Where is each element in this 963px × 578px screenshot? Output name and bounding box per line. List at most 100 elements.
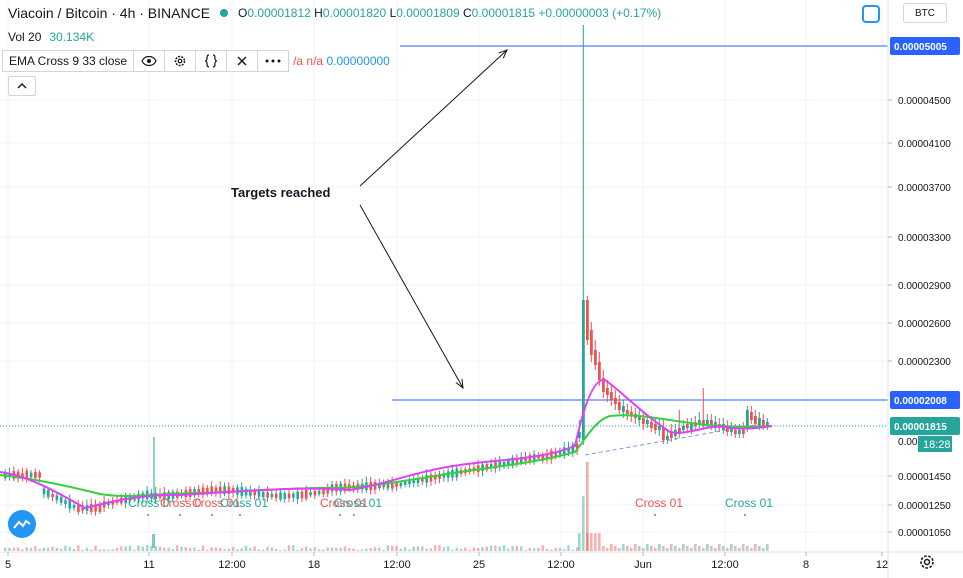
volume-bar bbox=[618, 548, 621, 551]
candles bbox=[4, 25, 769, 516]
y-tick-label: 0.00002600 bbox=[898, 319, 951, 330]
volume-bar bbox=[578, 533, 581, 551]
candle-body bbox=[558, 450, 562, 455]
cross-marker-dot bbox=[211, 514, 213, 516]
candle-body bbox=[416, 478, 420, 484]
collapse-legend-button[interactable] bbox=[8, 76, 36, 96]
volume-bar bbox=[494, 545, 497, 551]
volume-bar bbox=[507, 548, 510, 551]
volume-bar bbox=[586, 462, 589, 551]
volume-bar bbox=[481, 547, 484, 551]
candle-body bbox=[21, 473, 24, 477]
visibility-eye-icon[interactable] bbox=[133, 51, 164, 71]
volume-bar bbox=[322, 549, 325, 551]
volume-bar bbox=[210, 547, 213, 551]
volume-bar bbox=[326, 547, 329, 551]
volume-bar bbox=[515, 545, 519, 551]
volume-bar bbox=[532, 548, 536, 551]
cross-marker-label: Cross 0 bbox=[160, 496, 202, 510]
candle-body bbox=[734, 430, 737, 434]
time-axis[interactable]: 5 11 12:00 18 12:00 25 12:00 Jun 12:00 8 12 bbox=[0, 551, 963, 571]
candle-body bbox=[391, 481, 394, 489]
candle-body bbox=[55, 495, 59, 501]
candle-body bbox=[38, 472, 41, 478]
volume-bar bbox=[231, 546, 235, 551]
volume-bar bbox=[610, 544, 613, 551]
currency-badge[interactable]: BTC bbox=[903, 3, 947, 23]
indicator-value: 0.00000000 bbox=[326, 54, 390, 68]
ema-slow-line bbox=[0, 414, 773, 497]
volume-bar bbox=[511, 546, 514, 551]
y-tick-label: 0.00003700 bbox=[898, 183, 951, 194]
volume-bar bbox=[206, 549, 209, 551]
candle-body bbox=[730, 428, 733, 432]
upper-target-tag-bg bbox=[890, 37, 960, 55]
remove-close-icon[interactable] bbox=[226, 51, 257, 71]
volume-bar bbox=[283, 549, 286, 551]
ohlc-values: O0.00001812 H0.00001820 L0.00001809 C0.0… bbox=[238, 6, 661, 20]
candle-body bbox=[686, 424, 689, 428]
volume-bar bbox=[571, 549, 574, 551]
tradingview-logo-icon[interactable] bbox=[8, 510, 36, 538]
arrow-to-lower-target bbox=[359, 204, 464, 389]
volume-bar bbox=[754, 544, 757, 551]
candle-body bbox=[425, 475, 428, 483]
x-tick-label: 8 bbox=[803, 559, 809, 571]
volume-bar bbox=[520, 546, 523, 551]
candle-body bbox=[386, 481, 390, 489]
x-tick-label: Jun bbox=[634, 559, 652, 571]
volume-bar bbox=[81, 549, 84, 551]
volume-bar bbox=[373, 547, 377, 551]
lower-target-tag-bg bbox=[890, 391, 960, 409]
target-lines bbox=[0, 45, 888, 456]
candle-body bbox=[309, 492, 312, 496]
volume-bar bbox=[98, 549, 101, 551]
volume-bar bbox=[502, 545, 506, 551]
fullscreen-icon[interactable] bbox=[862, 5, 880, 23]
volume-bar bbox=[399, 548, 402, 551]
volume-bar bbox=[489, 545, 493, 551]
volume-bar bbox=[244, 545, 248, 551]
cross-marker-dot bbox=[654, 514, 656, 516]
candle-body bbox=[594, 350, 597, 365]
volume-bar bbox=[128, 545, 132, 551]
last-price-tag: 0.00001815 bbox=[894, 422, 947, 433]
volume-bar bbox=[150, 546, 153, 551]
candle-body bbox=[586, 300, 589, 340]
indicator-label[interactable]: EMA Cross 9 33 close bbox=[9, 54, 128, 68]
y-tick-label: 0.00002900 bbox=[898, 281, 951, 292]
volume-bar bbox=[339, 547, 342, 551]
legend-header: Viacoin / Bitcoin · 4h · BINANCE O0.0000… bbox=[8, 5, 661, 21]
candle-body bbox=[670, 432, 673, 438]
volume-bar bbox=[614, 546, 617, 551]
volume-bar bbox=[240, 548, 243, 551]
volume-bar bbox=[152, 534, 155, 548]
settings-gear-icon[interactable] bbox=[164, 51, 195, 71]
candle-body bbox=[378, 483, 381, 489]
volume-bar bbox=[38, 548, 41, 551]
volume-bar bbox=[274, 548, 278, 551]
price-axis[interactable]: 0.00004500 0.00004100 0.00003700 0.00003300… bbox=[887, 0, 951, 578]
volume-bar bbox=[77, 545, 80, 551]
candle-body bbox=[81, 505, 84, 511]
volume-bar bbox=[714, 548, 717, 551]
volume-bar bbox=[650, 546, 653, 551]
candle-body bbox=[545, 453, 549, 459]
cross-marker-dot bbox=[744, 514, 746, 516]
source-code-icon[interactable] bbox=[195, 51, 226, 71]
volume-bar bbox=[766, 544, 769, 551]
volume-bar bbox=[391, 545, 394, 551]
candle-body bbox=[90, 504, 93, 512]
volume-bar bbox=[236, 549, 239, 551]
candle-body bbox=[438, 473, 441, 479]
volume-bar bbox=[602, 546, 605, 551]
price-tags: 0.00005005 0.00002008 0.00001815 18:28 bbox=[890, 37, 960, 452]
candle-body bbox=[710, 420, 713, 426]
candle-body bbox=[72, 504, 76, 508]
symbol-title[interactable]: Viacoin / Bitcoin · 4h · BINANCE bbox=[8, 5, 211, 21]
chart-settings-gear-icon[interactable] bbox=[917, 552, 937, 572]
high-label: H bbox=[314, 6, 323, 20]
more-options-icon[interactable] bbox=[257, 51, 288, 71]
candle-body bbox=[68, 499, 72, 509]
